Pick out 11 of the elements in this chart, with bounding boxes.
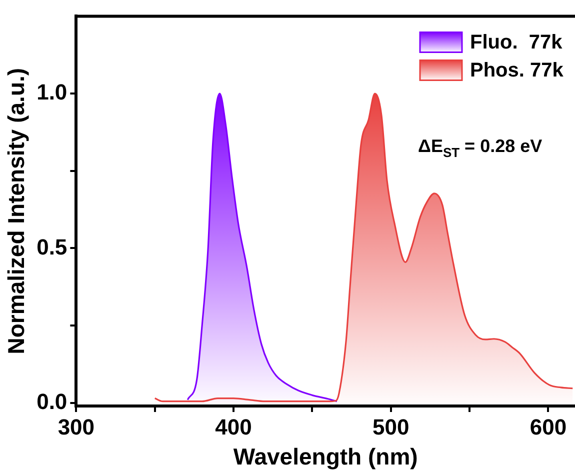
legend-label: Phos. 77k — [470, 60, 564, 82]
y-tick-label: 0.0 — [36, 388, 68, 414]
x-tick-label: 400 — [215, 414, 252, 440]
x-tick-label: 600 — [530, 414, 567, 440]
x-tick-label: 300 — [58, 414, 95, 440]
y-axis-title: Normalized Intensity (a.u.) — [3, 68, 30, 354]
legend-label: Fluo. 77k — [470, 32, 564, 54]
y-tick-label: 0.5 — [36, 234, 68, 260]
y-tick-label: 1.0 — [36, 80, 68, 105]
x-axis-title: Wavelength (nm) — [233, 444, 418, 470]
x-tick-label: 500 — [372, 414, 410, 440]
